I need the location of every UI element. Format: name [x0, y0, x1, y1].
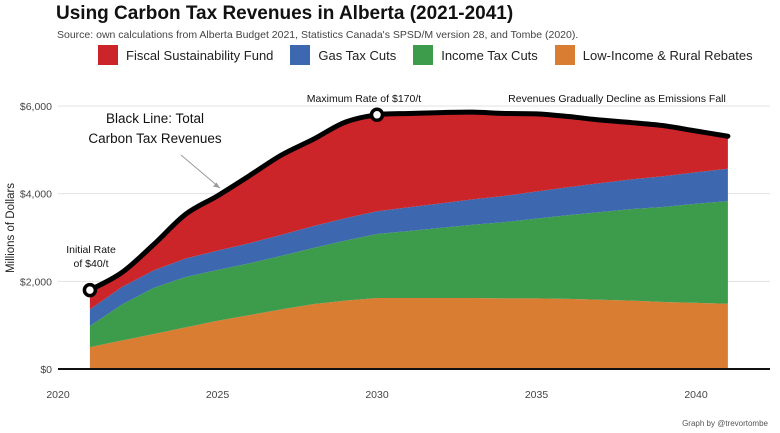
x-tick-label-2030: 2030 [365, 389, 389, 401]
annotation-arrow-head [213, 182, 220, 188]
y-tick-label-0: $0 [40, 364, 52, 376]
annotation-decline: Revenues Gradually Decline as Emissions … [508, 93, 726, 105]
stacked-areas [89, 112, 728, 369]
annotation-black-line-line1: Black Line: Total [106, 111, 204, 126]
legend-label-fiscal: Fiscal Sustainability Fund [126, 47, 274, 63]
y-tick-label-4000: $4,000 [20, 189, 52, 201]
annotation-arrow-line [180, 154, 221, 189]
x-tick-label-2040: 2040 [684, 389, 708, 401]
graph-credit: Graph by @trevortombe [682, 419, 768, 428]
area-low-income-rural-rebates [89, 298, 728, 369]
legend-swatch-fiscal [98, 45, 118, 65]
legend-item-rebates: Low-Income & Rural Rebates [554, 45, 753, 65]
legend-item-gas: Gas Tax Cuts [290, 45, 396, 65]
annotation-initial-rate-line2: of $40/t [73, 258, 108, 270]
area-fiscal-sustainability-fund [89, 112, 728, 310]
total-line-layer [82, 107, 731, 298]
legend-swatch-gas [290, 45, 311, 65]
annotations: Initial Rate of $40/t Maximum Rate of $170… [66, 93, 726, 270]
total-revenue-line [87, 109, 731, 293]
y-tick-label-2000: $2,000 [20, 276, 52, 288]
legend-label-rebates: Low-Income & Rural Rebates [582, 47, 753, 63]
x-tick-label-2025: 2025 [206, 389, 230, 401]
marker-maximum-rate [369, 107, 385, 123]
legend-label-income: Income Tax Cuts [441, 47, 538, 63]
marker-initial-rate [82, 282, 98, 298]
x-tick-label-2020: 2020 [46, 389, 70, 401]
legend: Fiscal Sustainability Fund Gas Tax Cuts … [98, 44, 770, 66]
y-axis-label: Millions of Dollars [5, 183, 17, 273]
legend-item-income: Income Tax Cuts [413, 45, 538, 65]
y-tick-label-6000: $6,000 [20, 101, 52, 113]
x-tick-label-2035: 2035 [525, 389, 549, 401]
area-gas-tax-cuts [89, 168, 728, 327]
chart-title: Using Carbon Tax Revenues in Alberta (20… [56, 3, 514, 24]
area-income-tax-cuts [89, 201, 728, 348]
axes: $0 $2,000 $4,000 $6,000 2020 2025 2030 2035 2040… [5, 101, 770, 401]
annotation-black-line-line2: Carbon Tax Revenues [88, 131, 222, 146]
chart-subtitle: Source: own calculations from Alberta Bu… [57, 29, 579, 41]
annotation-initial-rate-line1: Initial Rate [66, 244, 116, 256]
legend-item-fiscal: Fiscal Sustainability Fund [98, 45, 273, 65]
legend-label-gas: Gas Tax Cuts [318, 47, 397, 63]
legend-swatch-income [413, 45, 434, 65]
legend-swatch-rebates [554, 45, 575, 65]
annotation-maximum-rate: Maximum Rate of $170/t [307, 93, 421, 105]
